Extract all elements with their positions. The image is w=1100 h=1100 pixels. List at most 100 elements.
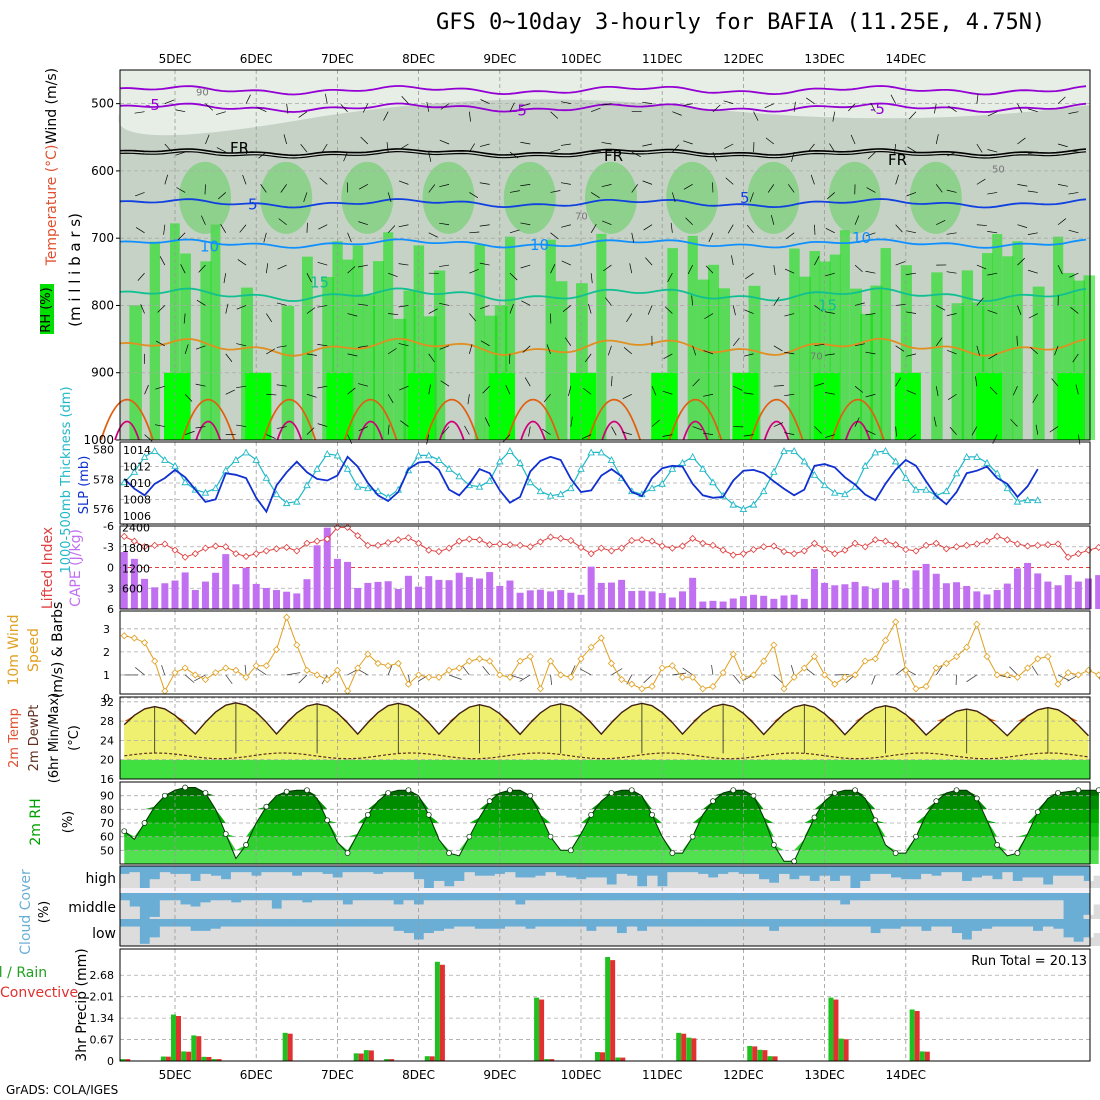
cloud-clear-cell bbox=[1042, 926, 1054, 946]
thickness-point bbox=[1033, 496, 1042, 504]
wind-barb bbox=[631, 184, 638, 193]
cloud-clear-cell bbox=[870, 873, 881, 888]
wind10-point bbox=[181, 664, 189, 672]
wind-barb bbox=[685, 217, 693, 225]
rh-moist-column bbox=[332, 241, 343, 440]
cloud-clear-cell bbox=[525, 900, 536, 919]
cloud-clear-cell bbox=[636, 900, 648, 919]
wind-barb bbox=[947, 350, 957, 355]
wind10-point bbox=[415, 671, 423, 679]
date-label-bottom: 13DEC bbox=[804, 1068, 844, 1082]
rh2m-tick-label: 50 bbox=[100, 844, 114, 857]
cape-bar bbox=[790, 594, 798, 609]
precip-total-bar bbox=[747, 1045, 753, 1061]
li-point bbox=[475, 536, 484, 544]
li-point bbox=[293, 547, 301, 555]
cloud-clear-cell bbox=[210, 928, 222, 946]
date-label-bottom: 6DEC bbox=[240, 1068, 273, 1082]
wind-barb bbox=[1017, 103, 1023, 113]
wind10-point bbox=[171, 669, 179, 677]
rh-legend-swatch bbox=[40, 284, 54, 334]
cloud-clear-cell bbox=[1002, 926, 1013, 946]
wind10-point bbox=[486, 657, 494, 665]
wind10-point bbox=[303, 666, 311, 674]
wind-barb bbox=[439, 222, 450, 226]
wind-barb bbox=[824, 353, 835, 356]
li-point bbox=[942, 545, 950, 553]
wind-barb bbox=[502, 434, 511, 443]
wind10-point bbox=[699, 685, 707, 693]
cloud-clear-cell bbox=[707, 877, 719, 888]
cape-bar bbox=[973, 591, 981, 609]
wind-barb bbox=[1028, 313, 1038, 319]
y-tick-label: 800 bbox=[91, 298, 114, 312]
thickness-point bbox=[536, 487, 545, 495]
wind-barb bbox=[667, 272, 673, 283]
thickness-point bbox=[891, 457, 900, 465]
cloud-clear-cell bbox=[433, 880, 445, 888]
thickness-point bbox=[333, 451, 342, 459]
cloud-clear-cell bbox=[677, 900, 688, 919]
li-point bbox=[831, 550, 839, 558]
li-point bbox=[800, 547, 808, 555]
thickness-point bbox=[658, 479, 666, 487]
thickness-point bbox=[770, 467, 778, 475]
wind-barb bbox=[398, 224, 409, 228]
rh-moist-blob bbox=[341, 161, 394, 234]
wind-barb bbox=[692, 378, 700, 387]
cloud-clear-cell bbox=[890, 928, 902, 946]
wind-barb bbox=[266, 393, 277, 396]
cloud-clear-cell bbox=[768, 882, 780, 888]
cloud-clear-cell bbox=[281, 926, 293, 946]
rh2m-tick-label: 90 bbox=[100, 790, 114, 803]
li-point bbox=[1013, 540, 1022, 548]
wind-barb bbox=[225, 353, 233, 362]
wind10-barb bbox=[579, 668, 592, 676]
ylabel-temp-unit: (°C) bbox=[67, 725, 82, 751]
cloud-clear-cell bbox=[697, 873, 709, 888]
cloud-clear-cell bbox=[464, 926, 475, 946]
rh-saturated-column bbox=[174, 372, 191, 440]
wind10-point bbox=[922, 682, 930, 691]
wind-barb bbox=[201, 215, 206, 225]
wind-barb bbox=[753, 111, 759, 121]
rh2m-tick-label: 80 bbox=[100, 803, 114, 816]
rh-moist-column bbox=[322, 276, 334, 440]
rh2m-point bbox=[547, 833, 554, 840]
wind-barb bbox=[298, 111, 308, 118]
rh-moist-column bbox=[373, 261, 385, 440]
wind10-barb bbox=[225, 674, 233, 685]
rh2m-point bbox=[507, 787, 513, 794]
thickness-point bbox=[211, 484, 220, 492]
isotherm-label: 10 bbox=[852, 229, 871, 247]
thickness-point bbox=[780, 447, 788, 454]
rh2m-point bbox=[628, 787, 635, 794]
cloud-clear-cell bbox=[555, 875, 567, 888]
wind-barb bbox=[791, 151, 795, 162]
rh2m-point bbox=[567, 847, 574, 854]
wind-barb bbox=[509, 353, 511, 364]
wind10-point bbox=[719, 669, 727, 677]
cloud-clear-cell bbox=[342, 872, 354, 888]
cloud-clear-cell bbox=[697, 900, 709, 919]
wind-barb bbox=[1075, 384, 1079, 395]
li-point bbox=[232, 550, 240, 558]
wind-barb bbox=[829, 143, 836, 153]
wind-barb bbox=[440, 380, 450, 387]
cloud-clear-cell bbox=[1022, 877, 1034, 888]
cloud-clear-cell bbox=[230, 902, 242, 919]
cloud-clear-cell bbox=[464, 872, 475, 888]
wind-barb bbox=[814, 224, 816, 235]
cloud-clear-cell bbox=[220, 926, 232, 946]
thickness-point bbox=[445, 464, 453, 472]
cloud-clear-cell bbox=[951, 933, 963, 946]
wind-barb bbox=[935, 337, 943, 347]
wind10-point bbox=[201, 675, 210, 684]
thickness-point bbox=[790, 447, 798, 454]
cloud-clear-cell bbox=[423, 900, 435, 919]
li-point bbox=[1003, 536, 1011, 544]
date-label-bottom: 8DEC bbox=[402, 1068, 435, 1082]
rh2m-point bbox=[182, 784, 188, 791]
rh-moist-blob bbox=[260, 161, 313, 234]
slp-tick-label: 1012 bbox=[123, 461, 151, 474]
